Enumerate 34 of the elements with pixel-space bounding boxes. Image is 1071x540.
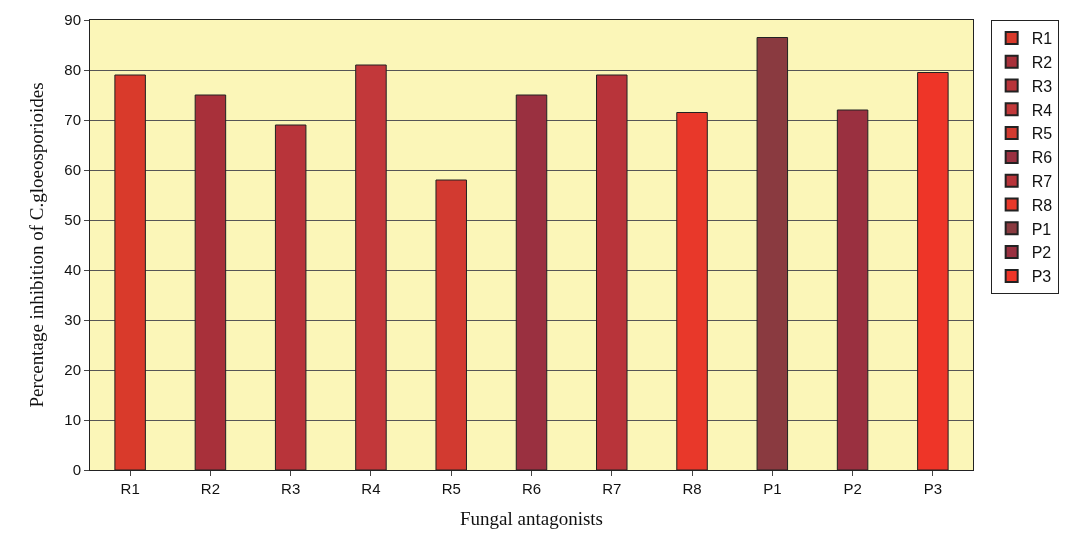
y-tick-label: 20 (64, 361, 81, 379)
legend-label: P2 (1031, 244, 1052, 262)
y-tick-label: 50 (64, 211, 81, 229)
legend-label: R1 (1031, 30, 1053, 48)
y-tick-label: 70 (64, 111, 81, 129)
x-tick-label: P3 (923, 480, 943, 497)
legend-label: R4 (1031, 101, 1053, 119)
legend-label: R6 (1031, 149, 1053, 167)
y-tick-label: 30 (64, 311, 81, 329)
y-tick-label: 80 (64, 61, 81, 79)
legend-label: R8 (1031, 196, 1053, 214)
legend-label: R7 (1031, 172, 1053, 190)
y-axis-title: Percentage inhibition of C.gloeosporioides (26, 82, 48, 408)
x-tick-label: R8 (682, 480, 702, 497)
y-tick-label: 0 (72, 461, 81, 479)
y-tick-label: 10 (64, 411, 81, 429)
legend-label: R5 (1031, 125, 1053, 143)
x-axis-title: Fungal antagonists (459, 507, 604, 529)
x-tick-label: R1 (120, 480, 140, 497)
x-tick-label: P1 (763, 480, 782, 497)
x-tick-label: R4 (361, 480, 381, 497)
y-tick-label: 90 (64, 11, 81, 29)
x-tick-label: P2 (843, 480, 862, 497)
y-tick-label: 40 (64, 261, 81, 279)
legend-label: P3 (1031, 268, 1052, 286)
legend-label: R2 (1031, 53, 1053, 71)
legend-label: P1 (1031, 220, 1052, 238)
x-tick-label: R6 (521, 480, 542, 497)
x-tick-label: R3 (281, 480, 301, 497)
y-tick-label: 60 (64, 161, 81, 179)
x-tick-label: R7 (602, 480, 622, 497)
x-tick-label: R5 (441, 480, 461, 497)
x-tick-label: R2 (200, 480, 220, 497)
legend-label: R3 (1031, 77, 1053, 95)
